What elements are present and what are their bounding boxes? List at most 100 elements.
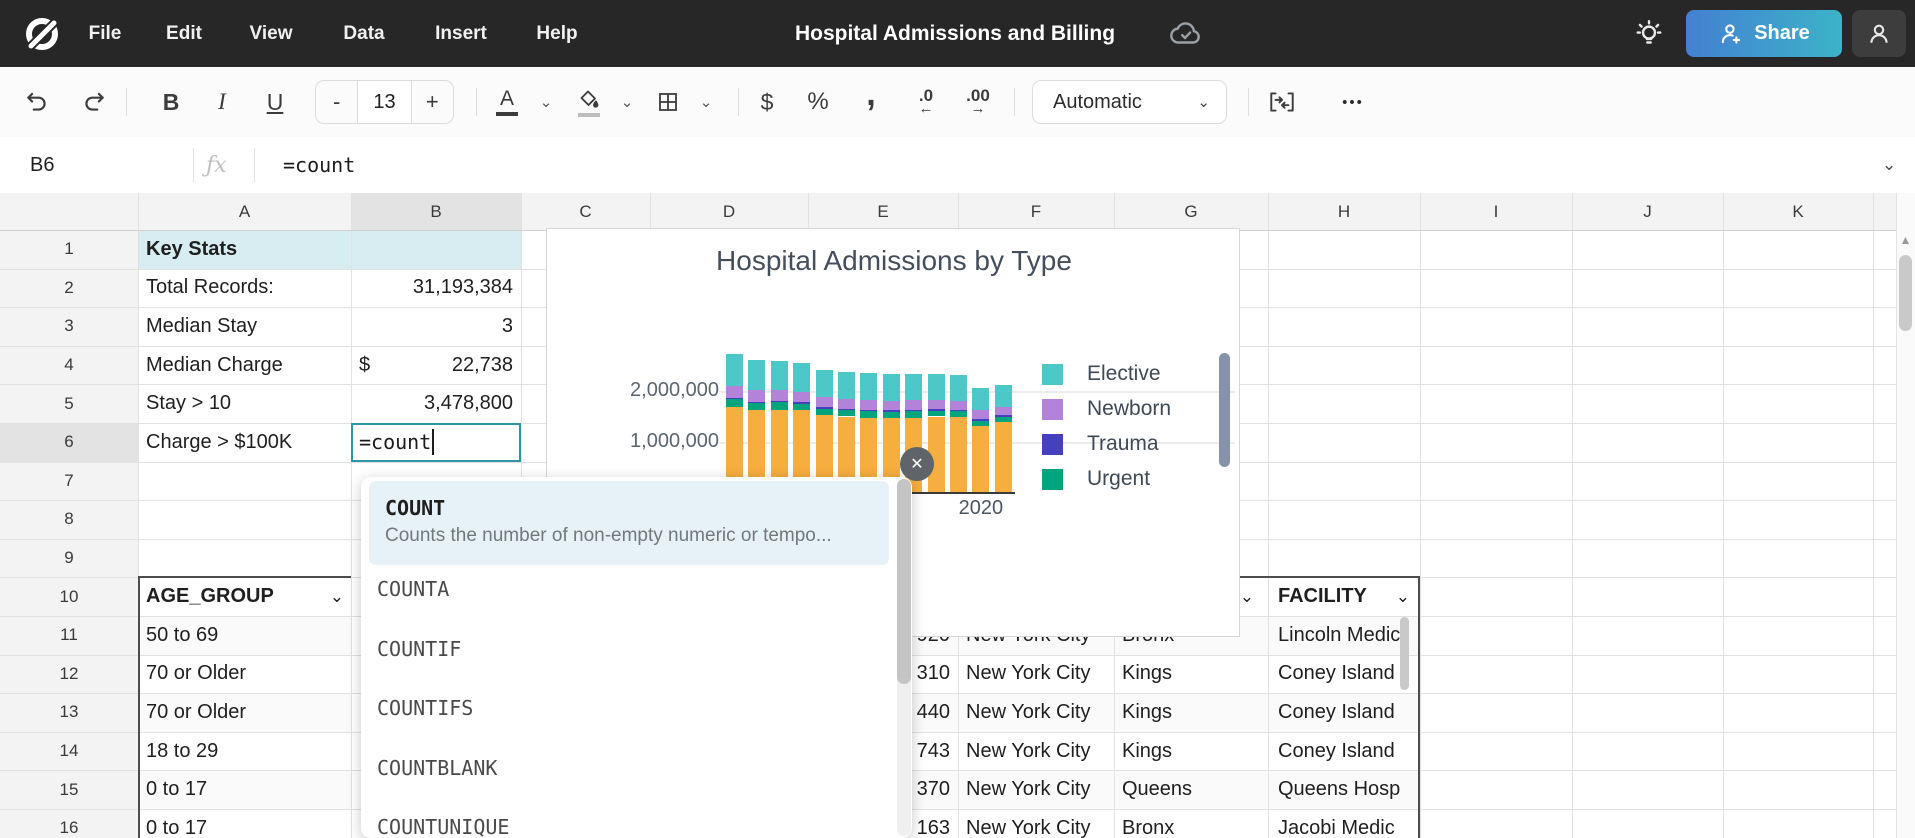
bar-segment-newborn[interactable]: [726, 386, 743, 398]
autocomplete-item[interactable]: COUNTA: [377, 577, 450, 601]
column-header-E[interactable]: E: [808, 193, 958, 230]
bar-segment-trauma[interactable]: [972, 419, 990, 421]
bar-segment[interactable]: [950, 417, 967, 493]
cell-G10-header[interactable]: ⌄: [1116, 577, 1254, 616]
cell-A16[interactable]: 0 to 17: [146, 816, 208, 838]
bar-segment-elective[interactable]: [927, 373, 945, 400]
bar-segment-urgent[interactable]: [905, 411, 923, 418]
cell-G13[interactable]: Kings: [1122, 700, 1173, 723]
bar-segment[interactable]: [838, 416, 855, 493]
bar-segment-urgent[interactable]: [838, 410, 855, 417]
legend-item-urgent[interactable]: Urgent: [1042, 467, 1150, 491]
decrease-decimals-button[interactable]: .0 ←: [918, 86, 934, 117]
cell-A1[interactable]: Key Stats: [146, 237, 238, 260]
row-header-1[interactable]: 1: [0, 230, 138, 269]
bar-segment-newborn[interactable]: [972, 410, 990, 420]
bar-segment-elective[interactable]: [815, 369, 833, 398]
bar-segment-urgent[interactable]: [815, 408, 833, 416]
legend-item-newborn[interactable]: Newborn: [1042, 397, 1171, 421]
legend-item-trauma[interactable]: Trauma: [1042, 432, 1159, 456]
cell-E15[interactable]: 370: [916, 778, 950, 801]
bar-segment-trauma[interactable]: [905, 409, 923, 412]
column-filter-chevron-icon[interactable]: ⌄: [329, 586, 344, 606]
comma-format-button[interactable]: ,: [866, 75, 876, 113]
cell-G16[interactable]: Bronx: [1122, 816, 1175, 838]
bar-segment-elective[interactable]: [748, 360, 766, 391]
font-size-increase-button[interactable]: +: [425, 89, 439, 114]
cell-A12[interactable]: 70 or Older: [146, 662, 247, 685]
cell-H15[interactable]: Queens Hosp: [1278, 778, 1401, 801]
row-header-10[interactable]: 10: [0, 577, 138, 616]
menu-item-view[interactable]: View: [249, 22, 293, 44]
cell-A15[interactable]: 0 to 17: [146, 778, 208, 801]
more-options-button[interactable]: •••: [1342, 93, 1364, 111]
menu-item-edit[interactable]: Edit: [166, 22, 202, 44]
column-header-I[interactable]: I: [1420, 193, 1572, 230]
column-header-H[interactable]: H: [1268, 193, 1420, 230]
row-header-13[interactable]: 13: [0, 693, 138, 732]
row-header-14[interactable]: 14: [0, 731, 138, 771]
row-header-2[interactable]: 2: [0, 268, 138, 308]
column-header-F[interactable]: F: [958, 193, 1114, 230]
expand-formula-bar-chevron-icon[interactable]: ⌄: [1882, 155, 1897, 174]
column-header-C[interactable]: C: [521, 193, 650, 230]
bar-segment-urgent[interactable]: [770, 402, 788, 410]
feedback-lightbulb-icon[interactable]: [1632, 17, 1666, 51]
bar-segment-elective[interactable]: [770, 360, 788, 391]
active-cell-editor[interactable]: =count: [351, 423, 521, 462]
font-size-decrease-button[interactable]: -: [333, 89, 341, 114]
bar-segment-urgent[interactable]: [994, 417, 1012, 422]
bar-segment-newborn[interactable]: [905, 400, 923, 410]
row-header-5[interactable]: 5: [0, 384, 138, 423]
text-color-button[interactable]: A: [496, 67, 518, 137]
spreadsheet-grid[interactable]: A B C D E F G H I J K 1 2 3 4 5 6 7 8 9 10 11 12 13 14 15 16 Key St…: [0, 193, 1915, 838]
row-header-11[interactable]: 11: [0, 616, 138, 655]
bar-segment-elective[interactable]: [793, 362, 811, 392]
share-button[interactable]: Share: [1686, 10, 1842, 57]
row-header-6[interactable]: 6: [0, 423, 138, 462]
cell-B2[interactable]: 31,193,384: [412, 276, 513, 299]
bar-segment-elective[interactable]: [972, 388, 990, 411]
cell-A2[interactable]: Total Records:: [146, 276, 274, 299]
cell-A4[interactable]: Median Charge: [146, 353, 283, 376]
cell-A6[interactable]: Charge > $100K: [146, 430, 293, 453]
cell-F16[interactable]: New York City: [966, 816, 1091, 838]
autocomplete-item-selected[interactable]: COUNT Counts the number of non-empty nume…: [369, 481, 889, 565]
currency-format-button[interactable]: $: [760, 88, 774, 115]
account-avatar-button[interactable]: [1852, 10, 1906, 57]
italic-button[interactable]: I: [218, 89, 226, 114]
bar-segment-newborn[interactable]: [793, 392, 811, 403]
fill-color-button[interactable]: [577, 67, 601, 137]
cell-A11[interactable]: 50 to 69: [146, 623, 219, 646]
borders-chevron-icon[interactable]: ⌄: [699, 94, 713, 111]
bar-segment-urgent[interactable]: [748, 402, 766, 411]
number-format-select[interactable]: Automatic ⌄: [1032, 80, 1227, 124]
menu-item-data[interactable]: Data: [343, 22, 385, 44]
column-header-J[interactable]: J: [1572, 193, 1723, 230]
autocomplete-item[interactable]: COUNTIF: [377, 636, 462, 661]
autocomplete-item[interactable]: COUNTIFS: [377, 696, 474, 720]
menu-item-insert[interactable]: Insert: [435, 22, 487, 44]
cell-F13[interactable]: New York City: [966, 700, 1091, 723]
bar-segment-trauma[interactable]: [994, 415, 1012, 417]
cell-E12[interactable]: 310: [916, 662, 950, 685]
bar-segment[interactable]: [793, 410, 811, 493]
row-header-12[interactable]: 12: [0, 654, 138, 694]
row-header-15[interactable]: 15: [0, 770, 138, 809]
redo-button[interactable]: [81, 67, 107, 137]
bar-segment-newborn[interactable]: [994, 407, 1012, 416]
cell-H13[interactable]: Coney Island: [1278, 700, 1395, 723]
underline-button[interactable]: U: [266, 88, 284, 115]
close-editor-button[interactable]: ✕: [900, 447, 934, 481]
column-header-K[interactable]: K: [1723, 193, 1873, 230]
increase-decimals-button[interactable]: .00 →: [966, 86, 990, 117]
bar-segment[interactable]: [860, 417, 878, 493]
menu-item-help[interactable]: Help: [536, 22, 578, 44]
cell-E14[interactable]: 743: [916, 739, 950, 762]
font-size-field[interactable]: 13: [357, 81, 412, 123]
bar-segment[interactable]: [972, 425, 990, 493]
bar-segment-trauma[interactable]: [748, 401, 766, 403]
bar-segment-trauma[interactable]: [770, 400, 788, 403]
text-overflow-button[interactable]: [1267, 67, 1297, 137]
bar-segment-trauma[interactable]: [726, 397, 743, 399]
